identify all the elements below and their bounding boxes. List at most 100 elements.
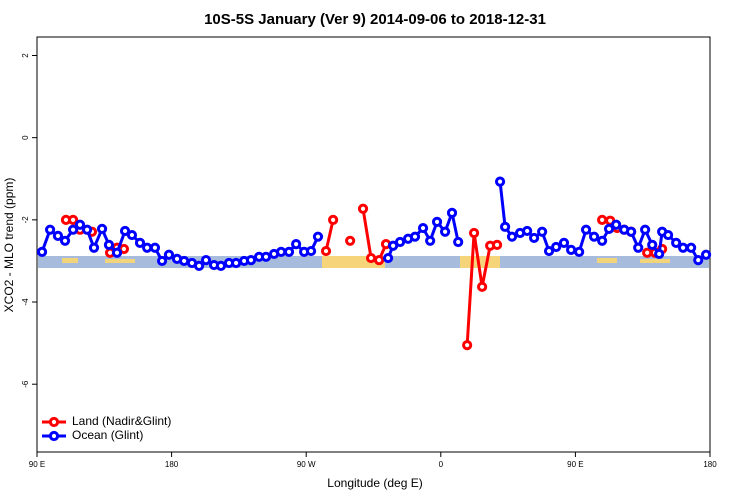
point: [36, 246, 48, 257]
point: [409, 231, 421, 242]
chart-title: 10S-5S January (Ver 9) 2014-09-06 to 201…: [204, 11, 546, 28]
point: [119, 225, 131, 237]
y-tick-label: 2: [21, 53, 30, 58]
point: [82, 224, 93, 235]
point: [642, 247, 653, 258]
point: [156, 255, 168, 267]
point: [574, 246, 585, 257]
point: [374, 255, 385, 266]
point: [537, 226, 548, 237]
point: [439, 226, 451, 237]
land-patch: [460, 256, 500, 268]
legend-marker: [48, 416, 60, 428]
legend-marker: [48, 430, 60, 442]
point: [580, 224, 592, 235]
plot-frame: [36, 36, 711, 453]
point: [611, 219, 622, 230]
point: [522, 225, 533, 237]
point: [394, 236, 406, 248]
point: [365, 252, 377, 264]
x-tick-label: 180: [165, 460, 179, 469]
series-line: [65, 208, 663, 346]
x-tick-label: 90 E: [567, 460, 583, 469]
point: [453, 236, 464, 248]
point: [230, 257, 242, 269]
point: [558, 237, 570, 248]
x-tick-label: 180: [703, 460, 717, 469]
point: [291, 238, 302, 250]
point: [260, 251, 272, 262]
y-axis-label: XCO2 - MLO trend (ppm): [2, 178, 16, 313]
point: [506, 231, 518, 242]
point: [74, 219, 86, 230]
point: [67, 224, 79, 235]
point: [468, 227, 480, 239]
point: [647, 239, 658, 251]
point: [417, 222, 429, 234]
point: [305, 245, 317, 257]
point: [597, 235, 608, 246]
point: [96, 223, 108, 234]
point: [200, 255, 212, 266]
y-tick-label: -2: [21, 216, 30, 224]
point: [149, 242, 161, 253]
point: [59, 235, 71, 246]
point: [491, 239, 503, 251]
point: [500, 221, 511, 232]
point: [603, 223, 615, 234]
point: [382, 252, 394, 264]
point: [103, 239, 115, 251]
point: [52, 230, 64, 241]
x-axis-label: Longitude (deg E): [327, 476, 422, 490]
point: [44, 224, 56, 235]
point: [551, 241, 562, 253]
point: [357, 203, 369, 214]
land-patch: [640, 259, 670, 263]
y-tick-label: 0: [21, 135, 30, 140]
point: [193, 260, 205, 271]
point: [312, 231, 324, 242]
y-tick-label: -6: [21, 380, 30, 388]
point: [431, 216, 443, 228]
x-tick-label: 0: [439, 460, 444, 469]
x-tick-label: 90 E: [29, 460, 45, 469]
point: [693, 255, 704, 266]
point: [111, 247, 123, 258]
point: [345, 235, 356, 246]
point: [179, 255, 190, 267]
point: [543, 245, 555, 257]
point: [671, 237, 682, 248]
point: [134, 237, 146, 248]
point: [88, 242, 100, 253]
point: [663, 229, 674, 241]
point: [276, 246, 287, 257]
point: [633, 242, 644, 253]
point: [566, 244, 577, 255]
point: [654, 248, 665, 260]
point: [700, 249, 712, 260]
legend-label: Ocean (Glint): [72, 428, 143, 442]
point: [163, 249, 175, 260]
point: [245, 255, 257, 266]
point: [588, 231, 600, 242]
point: [462, 340, 473, 351]
point: [320, 245, 332, 257]
land-patch: [597, 258, 617, 263]
point: [425, 235, 436, 246]
land-patch: [62, 258, 78, 263]
point: [142, 242, 153, 253]
point: [494, 176, 506, 187]
point: [677, 242, 689, 253]
point: [283, 246, 295, 257]
point: [528, 232, 540, 244]
point: [328, 214, 339, 225]
point: [126, 229, 138, 241]
point: [477, 281, 488, 292]
point: [67, 214, 79, 225]
point: [626, 226, 637, 237]
x-tick-label: 90 W: [297, 460, 316, 469]
point: [686, 242, 697, 253]
y-tick-label: -4: [21, 298, 30, 306]
